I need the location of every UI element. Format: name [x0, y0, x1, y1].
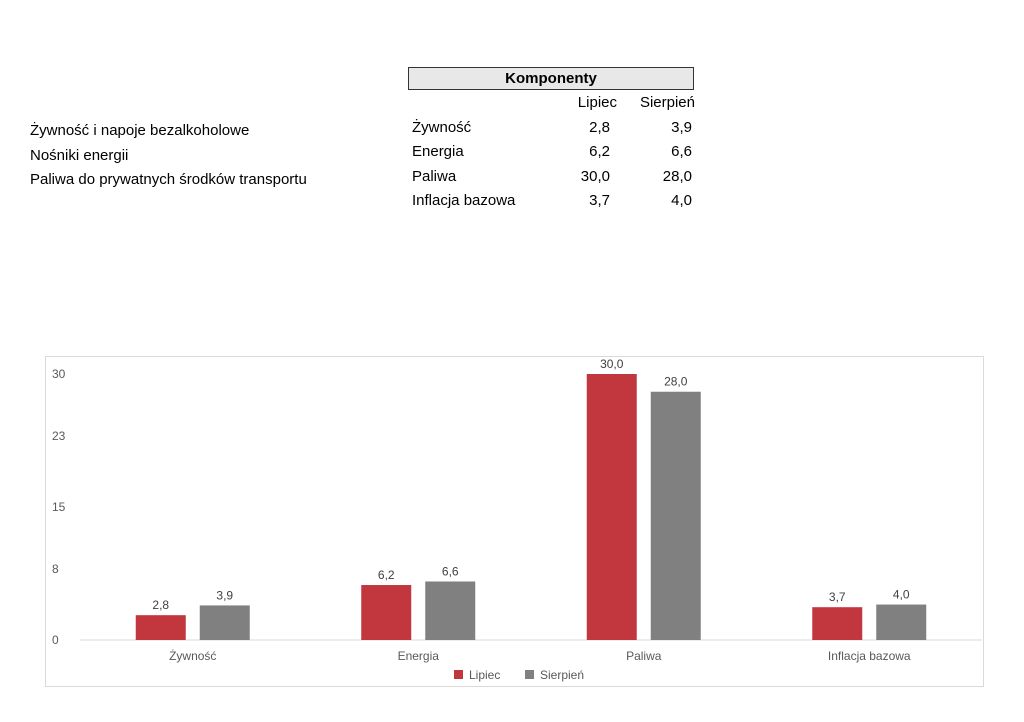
x-tick-label: Żywność	[169, 649, 216, 663]
cell-august: 6,6	[671, 143, 692, 160]
y-tick-label: 23	[52, 429, 66, 443]
data-label: 6,6	[442, 564, 459, 578]
table-row: Energia 6,2 6,6	[412, 143, 697, 168]
bar-sierpien	[650, 391, 701, 640]
bar-sierpien	[876, 604, 927, 640]
x-tick-label: Energia	[398, 649, 440, 663]
header-august: Sierpień	[639, 94, 695, 111]
table-row: Inflacja bazowa 3,7 4,0	[412, 192, 697, 217]
x-tick-label: Inflacja bazowa	[828, 649, 911, 663]
y-tick-label: 0	[52, 633, 59, 647]
cell-july: 30,0	[580, 167, 610, 185]
cell-july: 2,8	[589, 118, 610, 136]
data-label: 28,0	[664, 375, 688, 389]
bar-sierpien	[425, 581, 476, 640]
data-label: 4,0	[893, 588, 910, 602]
data-label: 3,9	[216, 588, 233, 602]
row-label: Energia	[412, 143, 464, 160]
bar-lipiec	[812, 607, 863, 640]
bar-sierpien	[199, 605, 250, 640]
y-tick-label: 30	[52, 367, 66, 381]
bar-lipiec	[361, 585, 412, 640]
table-row: Paliwa 30,0 28,0	[412, 168, 697, 193]
data-label: 30,0	[600, 357, 624, 371]
description-fuel: Paliwa do prywatnych środków transportu	[30, 171, 307, 188]
cell-august: 3,9	[671, 118, 692, 136]
bar-lipiec	[135, 615, 186, 640]
cell-august: 4,0	[671, 192, 692, 209]
cell-august: 28,0	[662, 167, 692, 185]
legend-label: Lipiec	[469, 668, 500, 682]
row-label: Paliwa	[412, 167, 457, 185]
cell-july: 6,2	[589, 143, 610, 160]
components-table: Lipiec Sierpień Żywność 2,8 3,9 Energia …	[412, 94, 697, 217]
y-tick-label: 8	[52, 562, 59, 576]
component-descriptions: Żywność i napoje bezalkoholowe Nośniki e…	[30, 119, 307, 193]
description-food: Żywność i napoje bezalkoholowe	[30, 122, 250, 139]
table-header-row: Lipiec Sierpień	[412, 94, 697, 119]
row-label: Inflacja bazowa	[412, 192, 516, 209]
header-july: Lipiec	[577, 94, 617, 111]
legend-swatch	[525, 670, 534, 679]
table-title: Komponenty	[408, 67, 694, 90]
row-label: Żywność	[412, 118, 472, 136]
legend-label: Sierpień	[540, 668, 584, 682]
legend-swatch	[454, 670, 463, 679]
data-label: 2,8	[152, 598, 169, 612]
description-energy: Nośniki energii	[30, 146, 129, 164]
data-label: 6,2	[378, 568, 395, 582]
bar-lipiec	[586, 374, 637, 640]
table-row: Żywność 2,8 3,9	[412, 119, 697, 144]
data-label: 3,7	[829, 590, 846, 604]
y-tick-label: 15	[52, 500, 66, 514]
chart-frame	[45, 356, 984, 687]
x-tick-label: Paliwa	[626, 649, 662, 663]
cell-july: 3,7	[589, 192, 610, 209]
